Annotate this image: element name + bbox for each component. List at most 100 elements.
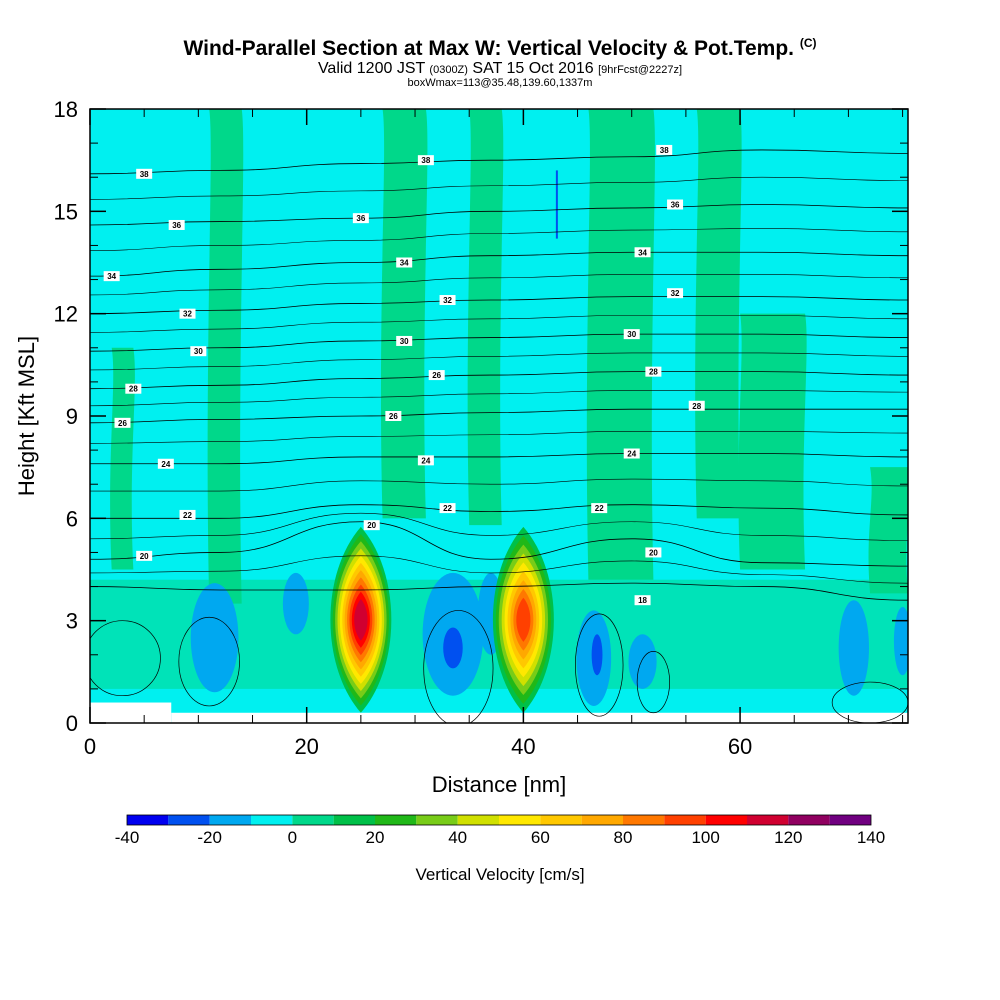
subtitle-valid: Valid 1200 JST	[317, 60, 425, 77]
isentrope-label-bg	[179, 509, 196, 520]
downdraft-core	[443, 627, 463, 669]
isentrope-label: 30	[396, 335, 413, 346]
y-axis-label: Height [Kft MSL]	[14, 336, 39, 496]
downdraft-blob	[190, 583, 239, 693]
low-level-isentrope-loop	[636, 651, 670, 714]
subtitle-forecast: [9hrFcst@2227z]	[598, 64, 683, 76]
isentrope-label: 22	[179, 509, 196, 520]
isentrope-label-bg	[190, 346, 207, 357]
isentrope-label: 34	[396, 257, 413, 268]
isentrope-label-text: 32	[443, 296, 452, 305]
isentrope-label-text: 36	[671, 201, 680, 210]
isentrope-label-bg	[667, 288, 684, 299]
y-tick-label: 6	[66, 506, 78, 531]
chart-subtitle: Valid 1200 JST (0300Z) SAT 15 Oct 2016 […	[0, 60, 1000, 78]
isentrope-label-bg	[168, 219, 185, 230]
isentrope-label-bg	[136, 550, 153, 561]
isentrope-label-text: 30	[627, 330, 636, 339]
isentrope-label: 30	[623, 329, 640, 340]
title-unit: (C)	[799, 36, 817, 50]
isentrope-label-bg	[645, 547, 662, 558]
isentrope-label-text: 36	[172, 221, 181, 230]
colorbar-tick-label: 100	[691, 828, 719, 847]
y-tick-label: 0	[66, 711, 78, 736]
colorbar-swatch	[251, 815, 293, 825]
vertical-velocity-fill	[90, 109, 908, 723]
isentrope-label: 38	[417, 155, 434, 166]
isentrope-label-bg	[179, 308, 196, 319]
updraft-stripe	[695, 109, 742, 519]
low-level-isentrope-loop	[423, 610, 494, 723]
isentrope-label-text: 32	[671, 289, 680, 298]
isentrope-20	[90, 521, 908, 567]
y-tick-label: 15	[54, 199, 78, 224]
isentrope-34	[90, 251, 908, 277]
isentrope-18	[90, 582, 908, 601]
colorbar-swatch	[581, 815, 623, 825]
y-tick-label: 18	[54, 97, 78, 122]
isentrope-label-bg	[645, 366, 662, 377]
colorbar-tick-label: 0	[288, 828, 297, 847]
downdraft-blob	[282, 572, 309, 635]
isentrope-label: 20	[363, 520, 380, 531]
isentrope-label: 24	[417, 455, 434, 466]
colorbar-label: Vertical Velocity [cm/s]	[415, 865, 584, 884]
colorbar-swatch	[416, 815, 458, 825]
terrain-block	[90, 702, 172, 723]
colorbar-frame	[126, 814, 872, 826]
updraft-core-contour	[516, 597, 531, 642]
colorbar-swatch	[292, 815, 334, 825]
isentrope-label-bg	[428, 370, 445, 381]
isentrope-label-bg	[623, 329, 640, 340]
colorbar-swatch	[168, 815, 210, 825]
downdraft-blob	[628, 634, 657, 689]
isentrope-label-text: 26	[118, 419, 127, 428]
isentrope-label-text: 36	[356, 214, 365, 223]
colorbar-tick-label: -40	[115, 828, 140, 847]
isentrope-36	[90, 204, 908, 226]
colorbar-swatch	[747, 815, 789, 825]
colorbar-swatch	[705, 815, 747, 825]
updraft-stripe	[868, 467, 908, 594]
isentrope-22	[90, 504, 908, 519]
isentrope-label: 22	[591, 503, 608, 514]
isentrope-label-text: 20	[649, 548, 658, 557]
isentrope-label-text: 24	[421, 456, 430, 465]
x-tick-label: 40	[511, 734, 535, 759]
isentrope-label-bg	[385, 411, 402, 421]
isentrope-minor	[90, 315, 908, 333]
updraft-stripe	[110, 347, 135, 570]
isentrope-label-text: 26	[432, 371, 441, 380]
updraft-stripe	[738, 313, 807, 570]
isentrope-label-bg	[396, 257, 413, 268]
colorbar-swatch	[788, 815, 830, 825]
x-tick-label: 20	[294, 734, 318, 759]
isentrope-label-text: 20	[140, 552, 149, 561]
colorbar-swatch	[623, 815, 665, 825]
y-tick-label: 12	[54, 302, 78, 327]
y-tick-label: 9	[66, 404, 78, 429]
isentrope-minor	[90, 228, 908, 251]
isentrope-label: 38	[136, 168, 153, 179]
updraft-stripe	[467, 109, 504, 526]
x-axis-label: Distance [nm]	[432, 772, 567, 797]
isentrope-label-text: 34	[107, 272, 116, 281]
colorbar-swatch	[829, 815, 871, 825]
isentrope-label-text: 20	[367, 521, 376, 530]
colorbar-tick-label: -20	[197, 828, 222, 847]
isentrope-label-text: 26	[389, 412, 398, 421]
isentrope-label: 28	[125, 383, 142, 394]
isentrope-label-text: 22	[183, 511, 192, 520]
isentrope-label-bg	[591, 503, 608, 514]
low-level-isentrope-loop	[178, 616, 240, 707]
x-tick-label: 60	[728, 734, 752, 759]
isentrope-label: 32	[667, 288, 684, 299]
isentrope-label-bg	[656, 144, 673, 155]
isentrope-label: 18	[634, 595, 651, 606]
colorbar-swatch	[499, 815, 541, 825]
colorbar-swatch	[375, 815, 417, 825]
isentrope-24	[90, 453, 908, 465]
isentrope-label-bg	[114, 417, 131, 428]
isentrope-label: 30	[190, 346, 207, 357]
